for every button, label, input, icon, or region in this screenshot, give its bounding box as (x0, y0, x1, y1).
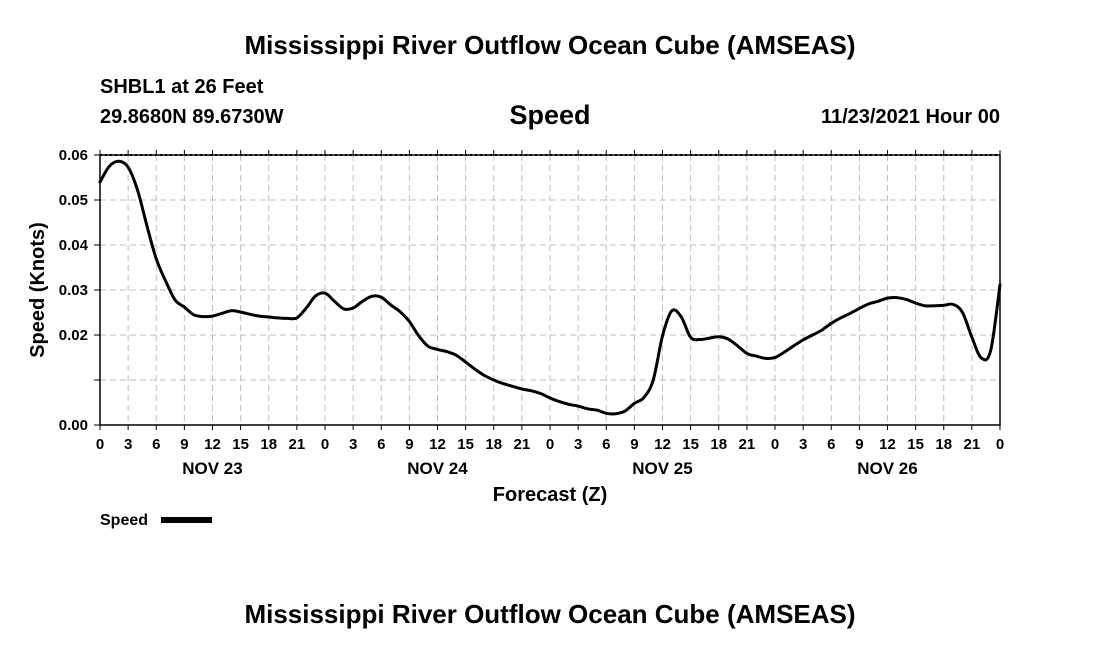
y-tick-label: 0.03 (59, 282, 88, 299)
legend: Speed (100, 512, 212, 529)
station-coordinates: 29.8680N 89.6730W (100, 106, 284, 128)
y-tick-label: 0.05 (59, 192, 88, 209)
axis-labels: 0 3 6 9 12 15 18 21 0 3 6 9 12 15 18 21 0 3 6 9 12 15 18 21 0 3 6 9… (59, 147, 1004, 478)
x-tick-label: 21 (514, 436, 531, 453)
x-tick-label: 18 (260, 436, 277, 453)
x-tick-label: 0 (546, 436, 554, 453)
x-tick-label: 6 (827, 436, 835, 453)
x-tick-label: 0 (996, 436, 1004, 453)
y-tick-label: 0.06 (59, 147, 88, 164)
x-tick-label: 6 (602, 436, 610, 453)
x-tick-label: 15 (457, 436, 474, 453)
station-label: SHBL1 at 26 Feet (100, 76, 264, 98)
footer-title: Mississippi River Outflow Ocean Cube (AM… (244, 599, 856, 629)
x-tick-label: 12 (204, 436, 221, 453)
chart-main-title: Mississippi River Outflow Ocean Cube (AM… (244, 30, 856, 60)
x-tick-label: 0 (96, 436, 104, 453)
x-tick-label: 21 (964, 436, 981, 453)
grid (100, 155, 1000, 425)
x-tick-label: 15 (232, 436, 249, 453)
chart-title: Speed (509, 100, 591, 130)
forecast-datetime: 11/23/2021 Hour 00 (820, 106, 1000, 128)
axis-ticks (94, 150, 1001, 430)
x-tick-label: 3 (799, 436, 807, 453)
y-axis-title: Speed (Knots) (27, 222, 49, 358)
x-tick-label: 3 (124, 436, 132, 453)
x-tick-label: 15 (682, 436, 699, 453)
x-tick-label: 12 (654, 436, 671, 453)
x-tick-label: 18 (485, 436, 502, 453)
x-tick-label: 0 (771, 436, 779, 453)
y-tick-label: 0.02 (59, 327, 88, 344)
day-label: NOV 23 (182, 459, 242, 478)
x-tick-label: 3 (574, 436, 582, 453)
x-tick-label: 18 (935, 436, 952, 453)
x-tick-label: 9 (855, 436, 863, 453)
x-tick-label: 6 (152, 436, 160, 453)
x-axis-title: Forecast (Z) (493, 484, 607, 506)
x-tick-label: 21 (739, 436, 756, 453)
x-tick-label: 12 (879, 436, 896, 453)
x-tick-label: 15 (907, 436, 924, 453)
day-label: NOV 24 (407, 459, 468, 478)
x-tick-label: 9 (180, 436, 188, 453)
x-tick-label: 12 (429, 436, 446, 453)
y-tick-label: 0.04 (59, 237, 89, 254)
day-label: NOV 26 (857, 459, 917, 478)
x-tick-label: 18 (710, 436, 727, 453)
x-tick-label: 3 (349, 436, 357, 453)
day-label: NOV 25 (632, 459, 692, 478)
x-tick-label: 0 (321, 436, 329, 453)
x-tick-label: 21 (289, 436, 306, 453)
legend-label-speed: Speed (100, 512, 148, 529)
x-tick-label: 6 (377, 436, 385, 453)
x-tick-label: 9 (630, 436, 638, 453)
y-tick-label: 0.00 (59, 417, 88, 434)
speed-series-line (98, 159, 1002, 416)
x-tick-label: 9 (405, 436, 413, 453)
